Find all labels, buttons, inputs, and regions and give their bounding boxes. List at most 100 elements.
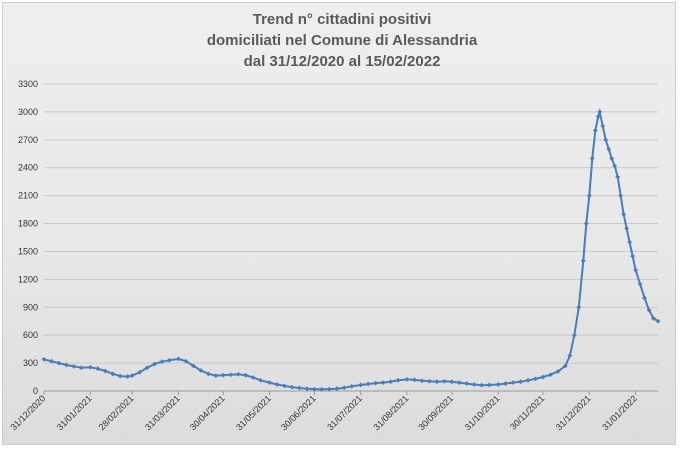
data-point	[326, 386, 332, 392]
data-point	[167, 357, 172, 363]
x-tick-label: 31/03/2021	[143, 393, 182, 432]
x-tick-label: 31/01/2022	[600, 393, 639, 432]
data-point	[213, 373, 219, 379]
y-tick-label: 2400	[18, 163, 38, 173]
y-tick-label: 3000	[18, 107, 38, 117]
data-point	[282, 383, 287, 389]
data-point	[655, 318, 661, 324]
data-point	[471, 382, 477, 387]
data-point	[419, 378, 425, 384]
data-point	[567, 353, 573, 359]
data-point	[220, 372, 226, 378]
data-point	[152, 361, 157, 367]
data-point	[449, 379, 455, 385]
data-point	[95, 366, 101, 372]
x-axis: 31/12/2020 31/01/2021 28/02/2021 31/03/2021…	[8, 390, 658, 432]
data-point	[464, 381, 470, 386]
data-point	[341, 385, 347, 391]
data-point	[137, 369, 143, 375]
data-point	[87, 364, 93, 370]
y-tick-label: 1500	[18, 246, 38, 256]
x-tick-label: 31/10/2021	[463, 393, 502, 432]
data-point	[612, 163, 618, 169]
data-point	[609, 156, 615, 161]
data-point	[358, 382, 364, 388]
data-point	[627, 239, 633, 245]
data-point	[525, 377, 531, 383]
chart-title-line-3: dal 31/12/2020 al 15/02/2022	[244, 53, 441, 70]
data-point	[71, 363, 77, 369]
data-point	[176, 356, 181, 362]
data-point	[548, 372, 553, 378]
data-point	[102, 368, 108, 374]
data-point	[503, 381, 509, 386]
data-point	[646, 307, 652, 313]
data-point	[388, 379, 393, 385]
data-point	[486, 382, 492, 388]
data-point	[64, 362, 69, 368]
data-point	[580, 258, 586, 264]
y-tick-label: 3300	[18, 79, 38, 89]
chart-title-line-1: Trend n° cittadini positivi	[253, 11, 432, 28]
x-tick-label: 30/09/2021	[416, 393, 455, 432]
data-point	[289, 384, 295, 390]
data-point	[198, 368, 204, 373]
data-point	[597, 109, 603, 115]
data-point	[183, 358, 189, 364]
data-point	[250, 375, 256, 380]
data-point	[274, 382, 280, 387]
data-point	[495, 382, 501, 387]
data-point	[144, 365, 150, 371]
chart-title-line-2: domiciliati nel Comune di Alessandria	[207, 32, 478, 49]
y-tick-label: 300	[23, 358, 38, 368]
data-point	[412, 377, 417, 383]
x-tick-label: 31/12/2021	[554, 393, 593, 432]
x-tick-label: 31/07/2021	[325, 393, 364, 432]
series-layer	[41, 108, 661, 392]
data-point	[349, 383, 355, 389]
x-tick-label: 31/08/2021	[372, 393, 411, 432]
data-point	[441, 378, 447, 384]
data-point	[562, 363, 568, 369]
data-point	[586, 193, 592, 199]
data-point	[365, 381, 371, 387]
y-tick-label: 0	[33, 386, 38, 396]
x-tick-label: 31/01/2021	[55, 393, 94, 432]
data-point	[190, 363, 196, 369]
x-tick-label: 30/11/2021	[508, 393, 546, 431]
series-line	[43, 108, 659, 391]
data-point	[589, 156, 595, 161]
y-axis: 0 300 600 900 1200 1500 1800 2100 2400 2700 3000 33…	[18, 79, 38, 396]
data-point	[373, 380, 379, 386]
data-point	[41, 356, 47, 362]
data-point	[576, 304, 582, 310]
data-point	[56, 360, 62, 366]
data-point	[630, 253, 636, 259]
data-point	[606, 146, 612, 152]
grid-layer	[44, 83, 658, 392]
y-tick-label: 1800	[18, 219, 38, 229]
x-tick-label: 31/12/2020	[8, 393, 47, 432]
data-point	[110, 371, 116, 377]
data-point	[235, 371, 241, 377]
data-point	[427, 378, 432, 384]
data-point	[603, 137, 609, 143]
data-point	[540, 374, 546, 380]
data-point	[533, 376, 538, 382]
data-point	[334, 386, 340, 392]
data-point	[243, 372, 249, 378]
data-point	[571, 332, 577, 338]
data-point	[595, 114, 601, 119]
data-point	[395, 377, 401, 383]
data-point	[228, 372, 234, 378]
y-tick-label: 600	[23, 330, 38, 340]
data-point	[78, 365, 84, 371]
data-point	[600, 123, 606, 129]
y-tick-label: 2100	[18, 191, 38, 201]
data-point	[592, 128, 598, 133]
data-point	[518, 379, 523, 385]
data-point	[479, 382, 485, 388]
data-point	[651, 316, 656, 321]
data-point	[621, 211, 627, 217]
